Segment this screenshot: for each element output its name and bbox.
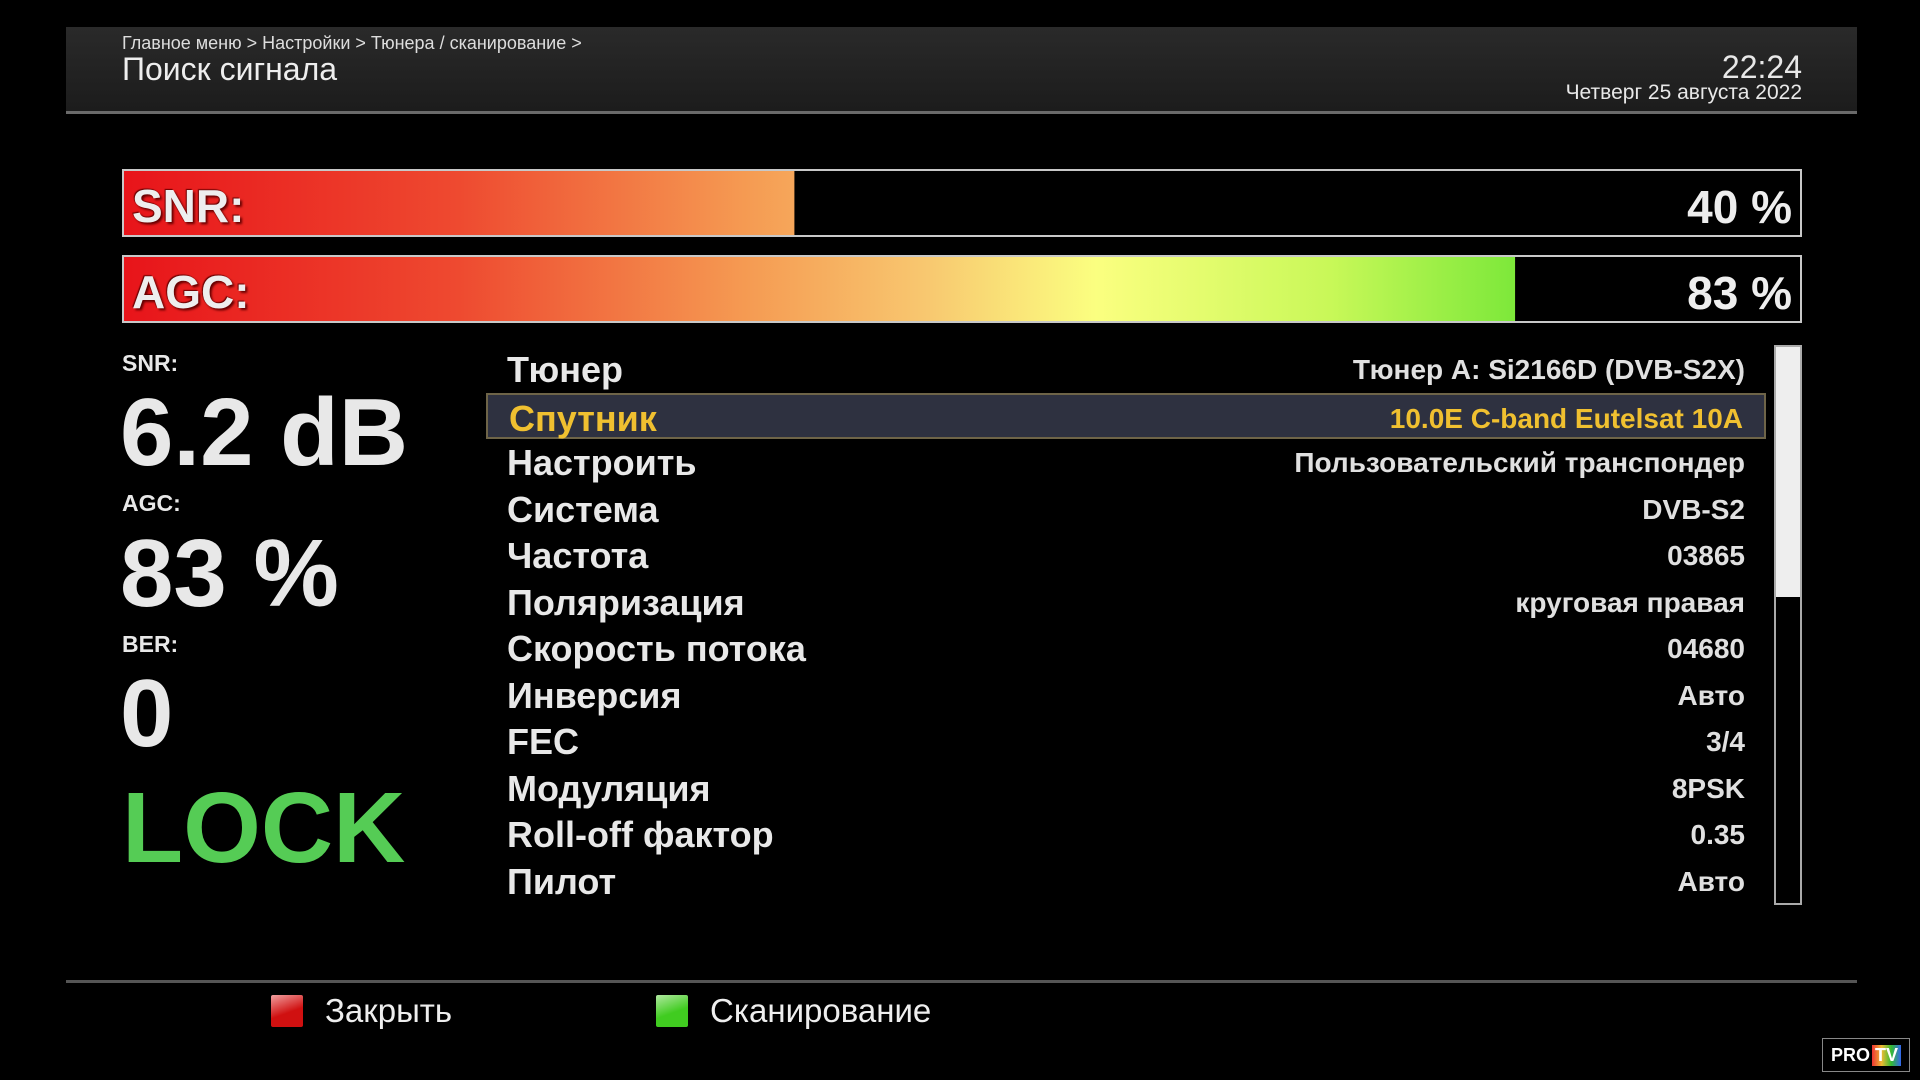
footer-divider [66, 980, 1857, 983]
list-item-value: 8PSK [1671, 772, 1745, 804]
list-item[interactable]: Поляризация круговая правая [486, 579, 1766, 626]
page-title: Поиск сигнала [122, 51, 338, 87]
snr-bar: SNR: 40 % [122, 169, 1802, 237]
list-item-value: Пользовательский транспондер [1294, 447, 1745, 478]
list-item[interactable]: FEC 3/4 [486, 718, 1766, 765]
list-item-label: Пилот [507, 860, 617, 902]
list-item[interactable]: Модуляция 8PSK [486, 765, 1766, 812]
close-button[interactable]: Закрыть [271, 990, 452, 1032]
scrollbar[interactable] [1774, 345, 1802, 905]
list-item-value: 0.35 [1690, 819, 1746, 850]
agc-value: 83 % [120, 520, 339, 627]
list-item-label: Roll-off фактор [507, 814, 774, 855]
snr-bar-fill [124, 171, 795, 235]
list-item-value: круговая правая [1515, 586, 1745, 618]
snr-value: 6.2 dB [120, 379, 409, 486]
list-item-value: 04680 [1667, 633, 1745, 664]
list-item-label: FEC [507, 721, 579, 762]
list-item[interactable]: Скорость потока 04680 [486, 625, 1766, 672]
list-item-value: DVB-S2 [1642, 493, 1745, 525]
list-item[interactable]: Система DVB-S2 [486, 486, 1766, 533]
list-item[interactable]: Частота 03865 [486, 532, 1766, 579]
list-item[interactable]: Тюнер Тюнер A: Si2166D (DVB-S2X) [486, 346, 1766, 393]
header-bar: Главное меню > Настройки > Тюнера / скан… [66, 27, 1857, 114]
clock-date: Четверг 25 августа 2022 [1565, 81, 1802, 104]
list-item-value: Авто [1677, 679, 1745, 711]
watermark-logo: PRO TV [1822, 1038, 1910, 1072]
snr-bar-percent: 40 % [1687, 181, 1792, 233]
agc-bar-fill [124, 257, 1516, 321]
scan-label: Сканирование [710, 992, 932, 1029]
list-item-value: 03865 [1667, 540, 1745, 571]
list-item-label: Поляризация [507, 581, 745, 623]
list-item-value: 10.0E C-band Eutelsat 10A [1389, 402, 1743, 434]
agc-bar-percent: 83 % [1687, 267, 1792, 319]
scan-button[interactable]: Сканирование [656, 990, 931, 1032]
ber-label: BER: [122, 631, 179, 657]
list-item-label: Скорость потока [507, 628, 806, 669]
agc-bar: AGC: 83 % [122, 255, 1802, 323]
list-item-label: Тюнер [507, 349, 624, 390]
list-item[interactable]: Спутник 10.0E C-band Eutelsat 10A [486, 392, 1766, 439]
list-item-label: Модуляция [507, 767, 711, 809]
list-item-value: 3/4 [1706, 726, 1745, 757]
snr-bar-label: SNR: [132, 180, 245, 232]
lock-status: LOCK [122, 772, 406, 884]
list-item-label: Настроить [507, 442, 697, 483]
list-item-value: Авто [1677, 865, 1745, 897]
scrollbar-thumb[interactable] [1776, 347, 1800, 598]
list-item-label: Спутник [509, 397, 657, 439]
ber-value: 0 [120, 660, 174, 767]
close-label: Закрыть [325, 992, 453, 1029]
list-item-label: Система [507, 488, 659, 530]
agc-label: AGC: [122, 490, 181, 516]
snr-label: SNR: [122, 350, 179, 376]
red-key-icon [271, 995, 303, 1027]
breadcrumb: Главное меню > Настройки > Тюнера / скан… [122, 33, 582, 53]
parameter-list: Тюнер Тюнер A: Si2166D (DVB-S2X) Спутник 10… [486, 346, 1766, 904]
agc-bar-label: AGC: [132, 266, 250, 318]
list-item[interactable]: Инверсия Авто [486, 672, 1766, 719]
list-item-value: Тюнер A: Si2166D (DVB-S2X) [1352, 354, 1745, 385]
list-item-label: Инверсия [507, 674, 682, 716]
list-item[interactable]: Настроить Пользовательский транспондер [486, 439, 1766, 486]
green-key-icon [656, 995, 688, 1027]
list-item-label: Частота [507, 535, 649, 576]
clock-time: 22:24 [1721, 49, 1802, 85]
list-item[interactable]: Roll-off фактор 0.35 [486, 811, 1766, 858]
list-item[interactable]: Пилот Авто [486, 858, 1766, 905]
